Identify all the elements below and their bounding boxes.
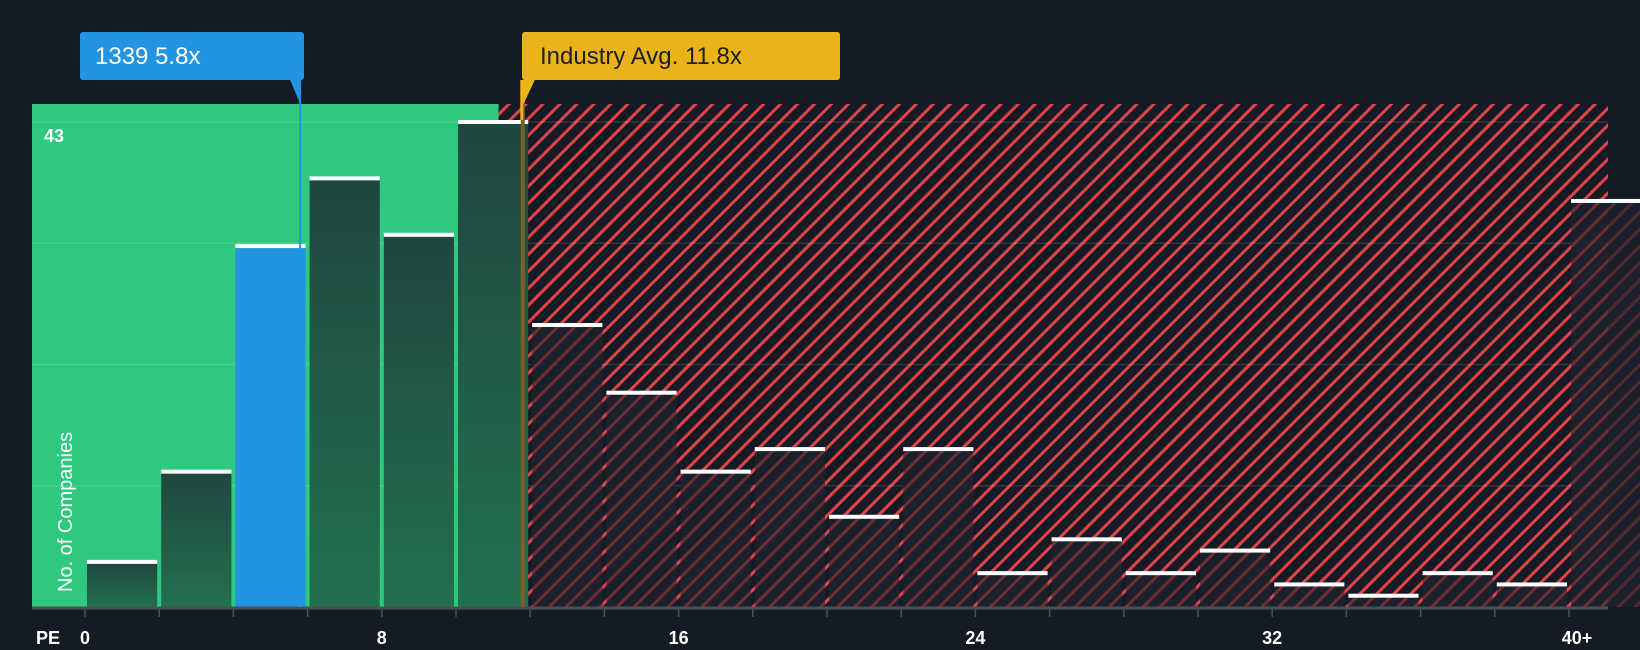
bar-top-marker	[606, 390, 677, 395]
histogram-bar	[754, 449, 825, 607]
bar-top-marker	[1051, 537, 1122, 542]
histogram-bar	[1571, 200, 1640, 607]
histogram-bar	[1348, 595, 1419, 607]
bar-top-marker	[383, 232, 454, 237]
bar-top-marker	[754, 447, 825, 452]
histogram-bar	[383, 234, 454, 607]
bar-top-marker	[458, 120, 529, 124]
y-axis-max-label: 43	[44, 126, 65, 146]
histogram-bar	[309, 178, 380, 607]
histogram-bar	[977, 573, 1048, 607]
histogram-bar	[1422, 573, 1493, 607]
bar-top-marker	[309, 176, 380, 181]
histogram-bar	[829, 516, 900, 607]
bar-top-marker	[680, 469, 751, 474]
industry-callout-pointer	[520, 80, 535, 110]
histogram-bar	[235, 246, 306, 607]
bar-top-marker	[87, 559, 158, 564]
x-tick-label: 24	[965, 628, 986, 648]
bar-top-marker	[235, 244, 306, 249]
bar-top-marker	[829, 514, 900, 519]
histogram-bar	[1125, 573, 1196, 607]
histogram-bar	[1051, 539, 1122, 607]
histogram-bar	[1274, 584, 1345, 607]
histogram-bar	[161, 471, 232, 607]
x-tick-label: 16	[668, 628, 689, 648]
histogram-bar	[606, 392, 677, 607]
x-tick-label: 8	[376, 628, 387, 648]
histogram-bar	[87, 561, 158, 607]
bar-top-marker	[1274, 582, 1345, 587]
histogram-bar	[680, 471, 751, 607]
bar-top-marker	[1422, 571, 1493, 576]
bar-top-marker	[903, 447, 974, 452]
histogram-bar	[532, 325, 603, 607]
x-axis-title: PE	[36, 628, 61, 648]
bar-top-marker	[1348, 593, 1419, 598]
bar-top-marker	[1496, 582, 1567, 587]
bar-top-marker	[161, 469, 232, 474]
company-callout: 1339 5.8x	[80, 32, 304, 80]
x-tick-label: 0	[79, 628, 90, 648]
y-axis-title: No. of Companies	[55, 431, 77, 592]
histogram-bar	[903, 449, 974, 607]
bar-top-marker	[1125, 571, 1196, 576]
company-callout-label: 1339 5.8x	[95, 43, 201, 70]
histogram-bar	[458, 122, 529, 607]
industry-avg-callout-label: Industry Avg. 11.8x	[540, 43, 742, 70]
bar-top-marker	[532, 323, 603, 328]
bar-top-marker	[1200, 548, 1271, 553]
bar-top-marker	[977, 571, 1048, 576]
x-tick-label: 40+	[1561, 628, 1593, 648]
x-tick-label: 32	[1262, 628, 1283, 648]
industry-avg-callout: Industry Avg. 11.8x	[522, 32, 840, 80]
company-callout-pointer	[290, 80, 301, 104]
histogram-bar	[1200, 550, 1271, 607]
histogram-bar	[1496, 584, 1567, 607]
bar-top-marker	[1571, 198, 1640, 203]
